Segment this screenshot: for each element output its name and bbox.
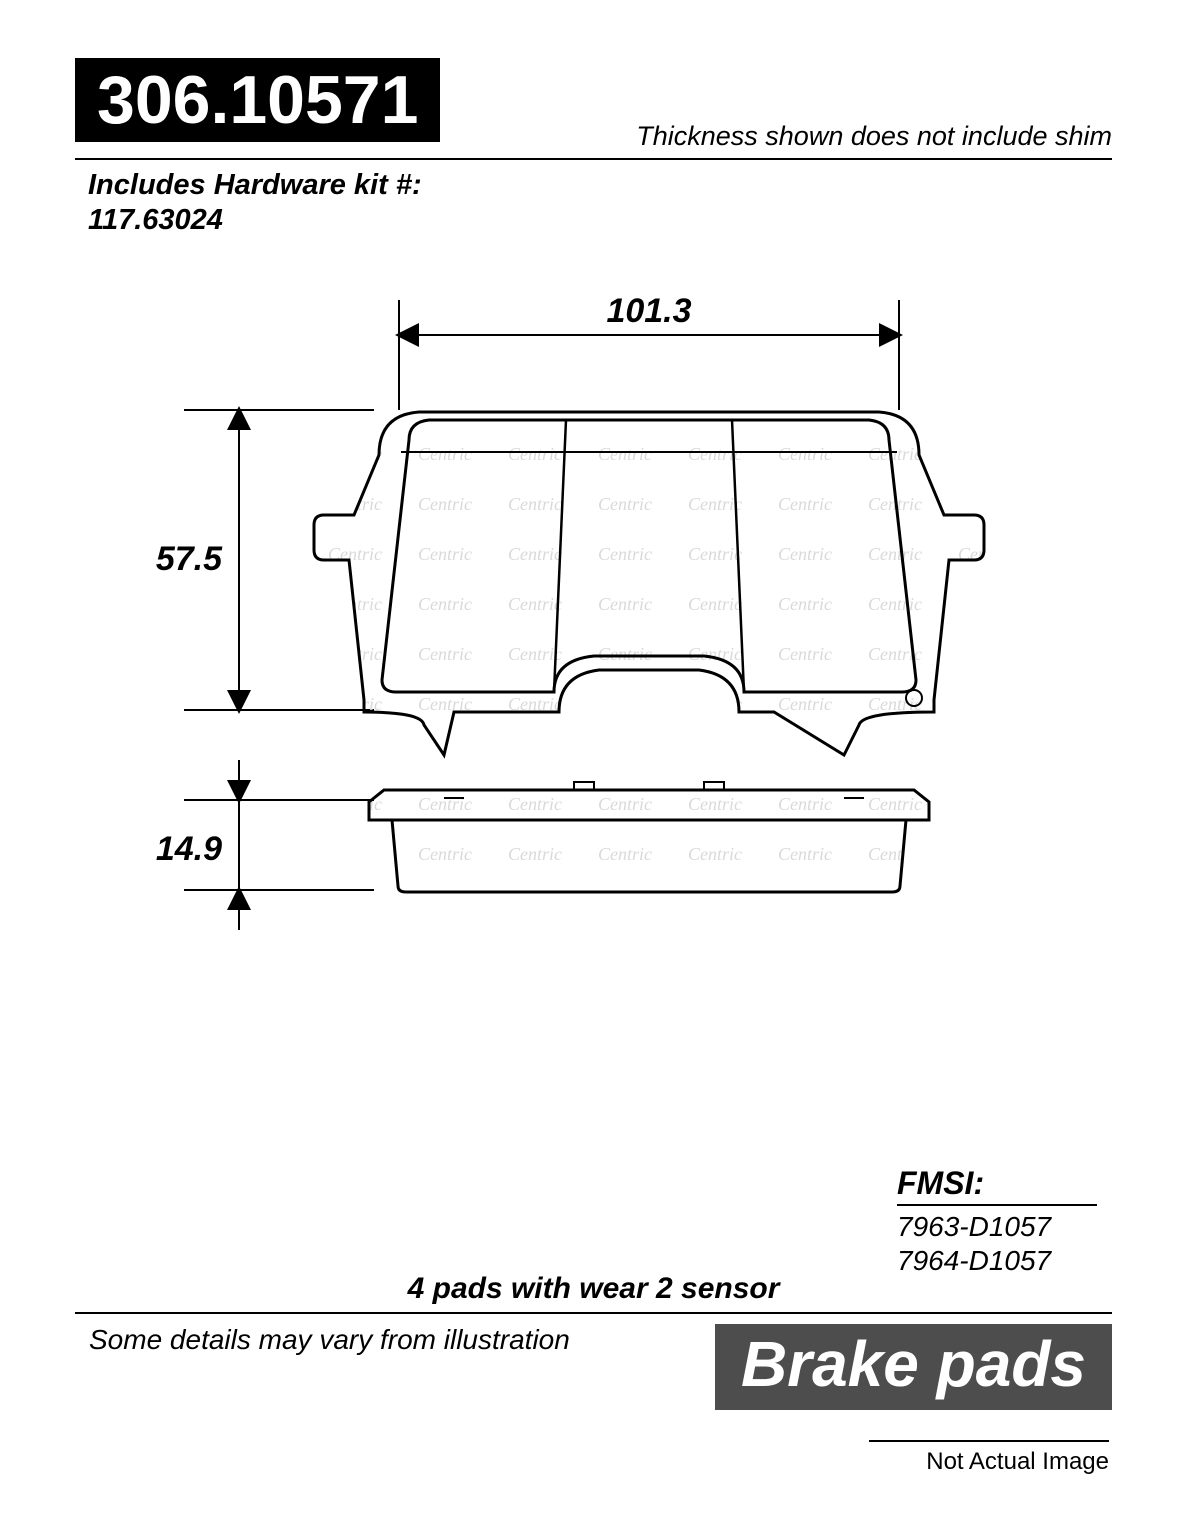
fmsi-code: 7963-D1057: [897, 1210, 1097, 1244]
pad-description: 4 pads with wear 2 sensor: [0, 1272, 1187, 1306]
pad-side-view: [369, 782, 929, 892]
dim-height: 57.5: [155, 540, 222, 578]
dim-width: 101.3: [606, 292, 691, 330]
hardware-kit: Includes Hardware kit #: 117.63024: [88, 168, 422, 238]
part-number: 306.10571: [75, 58, 440, 142]
hardware-kit-value: 117.63024: [88, 203, 422, 238]
hardware-kit-label: Includes Hardware kit #:: [88, 168, 422, 203]
brake-pad-diagram: Centric 101.3 57.5: [144, 280, 1044, 1040]
fmsi-codes: 7963-D1057 7964-D1057: [897, 1210, 1097, 1277]
header-row: 306.10571 Thickness shown does not inclu…: [75, 58, 1112, 160]
category-label: Brake pads: [715, 1324, 1112, 1410]
fmsi-label: FMSI:: [897, 1165, 1097, 1206]
not-actual-image-note: Not Actual Image: [869, 1440, 1109, 1476]
footer-row: Some details may vary from illustration …: [75, 1312, 1112, 1422]
thickness-note: Thickness shown does not include shim: [636, 121, 1112, 152]
diagram: Centric 101.3 57.5: [75, 280, 1112, 1120]
dim-thickness: 14.9: [155, 830, 221, 868]
pad-front-view: [314, 412, 984, 755]
fmsi-block: FMSI: 7963-D1057 7964-D1057: [897, 1165, 1097, 1277]
